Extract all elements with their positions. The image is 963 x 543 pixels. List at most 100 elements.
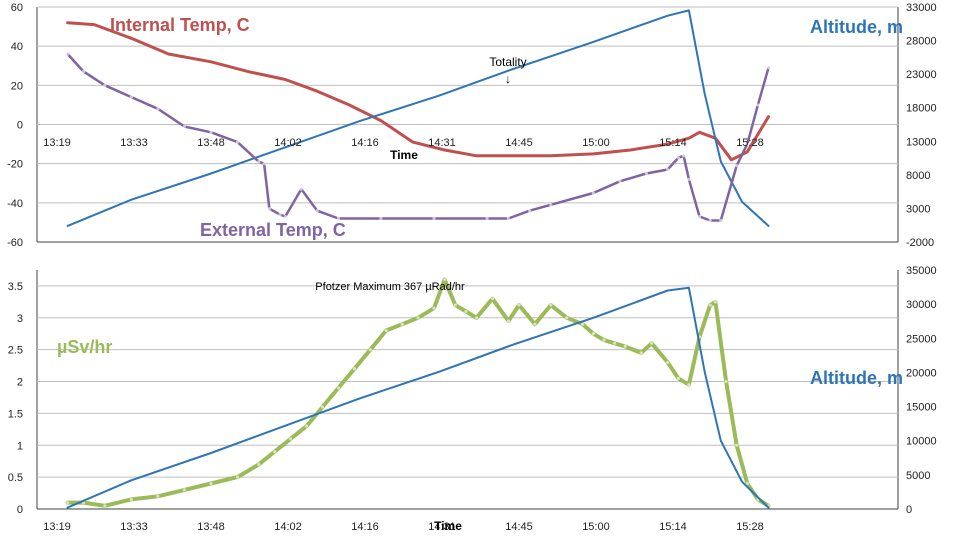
x-tick-label: 14:02: [274, 137, 302, 149]
data-point: [490, 297, 495, 301]
series-line: [66, 21, 770, 162]
y-tick-label: 0: [17, 504, 23, 516]
y2-tick-label: 33000: [906, 2, 937, 14]
data-point: [506, 319, 510, 323]
series-line: [66, 286, 770, 509]
x-tick-label: 14:31: [428, 521, 456, 533]
y-tick-label: 0: [17, 120, 23, 132]
data-point: [257, 462, 261, 466]
data-point: [336, 386, 341, 390]
data-point: [156, 494, 160, 498]
data-point: [687, 383, 691, 387]
y2-tick-label: 3000: [906, 203, 930, 215]
data-point: [565, 316, 569, 320]
x-axis-title: Time: [390, 148, 418, 162]
y-tick-label: 60: [11, 2, 23, 14]
data-point: [432, 216, 436, 221]
data-point: [697, 214, 702, 219]
data-point: [336, 216, 341, 221]
y-tick-label: 1.5: [8, 408, 23, 420]
data-point: [267, 207, 271, 211]
data-point: [182, 124, 187, 129]
series-line: [65, 277, 771, 508]
x-tick-label: 15:00: [582, 137, 610, 149]
data-point: [745, 481, 749, 486]
data-point: [591, 191, 595, 195]
data-point: [66, 501, 70, 505]
data-point: [681, 154, 686, 158]
x-tick-label: 14:45: [505, 521, 533, 533]
y-tick-label: -60: [7, 237, 23, 249]
y-tick-label: -40: [7, 198, 23, 210]
x-tick-label: 13:48: [197, 521, 225, 533]
data-point: [209, 481, 213, 486]
y-tick-label: 2: [17, 377, 23, 389]
y-tick-label: 40: [11, 41, 23, 53]
y-tick-label: 3: [17, 313, 23, 325]
data-point: [650, 341, 654, 345]
x-tick-label: 14:02: [274, 521, 302, 533]
x-tick-label: 14:31: [428, 137, 456, 149]
data-point: [591, 332, 595, 336]
series-line: [66, 9, 770, 227]
x-axis-title: Time: [434, 519, 462, 533]
series-name-label: Internal Temp, C: [110, 15, 250, 35]
y2-tick-label: -2000: [906, 237, 934, 249]
data-point: [745, 142, 749, 146]
data-point: [432, 306, 436, 310]
data-point: [533, 322, 537, 326]
x-tick-label: 15:28: [736, 137, 764, 149]
y2-tick-label: 5000: [906, 470, 930, 482]
y2-tick-label: 25000: [906, 333, 937, 345]
data-point: [708, 303, 712, 307]
data-point: [612, 341, 617, 345]
data-point: [666, 167, 670, 172]
data-point: [283, 214, 287, 219]
data-point: [735, 443, 739, 447]
data-point: [129, 497, 133, 502]
annotation-label: Totality: [489, 55, 526, 69]
data-point: [278, 212, 282, 217]
data-point: [474, 316, 479, 320]
series-name-label: External Temp, C: [200, 220, 346, 240]
data-point: [708, 218, 712, 223]
data-point: [315, 209, 319, 213]
x-tick-label: 15:14: [659, 137, 687, 149]
y-tick-label: 20: [11, 80, 23, 92]
x-tick-label: 14:45: [505, 137, 533, 149]
x-tick-label: 15:28: [736, 521, 764, 533]
data-point: [262, 162, 266, 166]
data-point: [724, 379, 728, 384]
data-point: [618, 179, 622, 183]
data-point: [384, 328, 388, 333]
y2-tick-label: 30000: [906, 299, 937, 311]
data-point: [639, 351, 643, 355]
x-tick-label: 13:48: [197, 137, 225, 149]
chart-title: Pfotzer Maximum 367 µRad/hr: [315, 281, 465, 293]
y-tick-label: 2.5: [8, 345, 23, 357]
data-point: [527, 209, 532, 213]
y2-tick-label: 13000: [906, 136, 937, 148]
data-point: [103, 83, 107, 87]
data-point: [687, 177, 691, 181]
data-point: [81, 70, 86, 74]
y-tick-label: -20: [7, 159, 23, 171]
y2-tick-label: 0: [906, 504, 912, 516]
y2-tick-label: 28000: [906, 36, 937, 48]
data-point: [464, 309, 468, 314]
series-name-label: µSv/hr: [57, 337, 112, 357]
data-point: [289, 437, 293, 441]
x-tick-label: 14:16: [351, 521, 379, 533]
data-point: [666, 360, 670, 365]
data-point: [182, 488, 187, 492]
x-tick-label: 13:19: [43, 521, 71, 533]
series-name-label: Altitude, m: [810, 17, 903, 37]
data-point: [352, 367, 356, 371]
x-tick-label: 15:14: [659, 521, 687, 533]
x-tick-label: 14:16: [351, 137, 379, 149]
y2-tick-label: 18000: [906, 103, 937, 115]
data-point: [235, 475, 240, 479]
data-point: [713, 300, 718, 304]
